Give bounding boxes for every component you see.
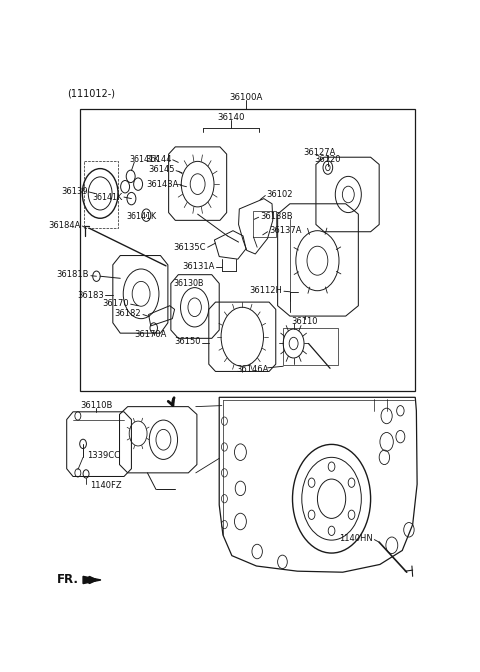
Text: 36102: 36102 <box>266 190 293 199</box>
Text: 1140FZ: 1140FZ <box>91 480 122 490</box>
Text: 36170A: 36170A <box>134 330 166 339</box>
Text: (111012-): (111012-) <box>67 89 115 98</box>
Text: 36150: 36150 <box>174 337 201 347</box>
Text: 1339CC: 1339CC <box>87 451 120 460</box>
Bar <box>283 328 338 366</box>
Text: 36145: 36145 <box>148 165 175 174</box>
Text: 36100A: 36100A <box>229 93 263 102</box>
Text: 36127A: 36127A <box>303 148 336 157</box>
Text: 36110: 36110 <box>291 317 318 326</box>
Polygon shape <box>83 577 101 583</box>
Text: 36182: 36182 <box>114 309 141 318</box>
Text: 36135C: 36135C <box>173 243 206 252</box>
Text: 36143A: 36143A <box>146 179 178 189</box>
Text: 36141K: 36141K <box>92 193 122 202</box>
Text: 36131A: 36131A <box>182 263 215 271</box>
Text: 36140: 36140 <box>217 114 245 122</box>
Text: 36110B: 36110B <box>80 401 113 410</box>
Text: 36138B: 36138B <box>260 212 293 220</box>
Text: FR.: FR. <box>57 573 79 587</box>
Text: 36170: 36170 <box>102 298 129 308</box>
Bar <box>81 109 415 391</box>
Text: 36141K: 36141K <box>127 212 157 220</box>
Text: 36120: 36120 <box>314 155 341 164</box>
Text: 36181B: 36181B <box>57 270 89 279</box>
Text: 36137A: 36137A <box>269 226 301 235</box>
Text: 36184A: 36184A <box>48 220 81 230</box>
Text: 36141K: 36141K <box>130 155 160 164</box>
Text: 36112H: 36112H <box>250 286 282 295</box>
Text: 36139: 36139 <box>61 187 87 196</box>
Text: 36144: 36144 <box>145 155 172 164</box>
Bar <box>253 211 276 237</box>
Text: 36130B: 36130B <box>173 279 204 288</box>
Text: 36183: 36183 <box>77 291 104 300</box>
Text: 1140HN: 1140HN <box>339 534 373 543</box>
Text: 36146A: 36146A <box>237 365 269 374</box>
